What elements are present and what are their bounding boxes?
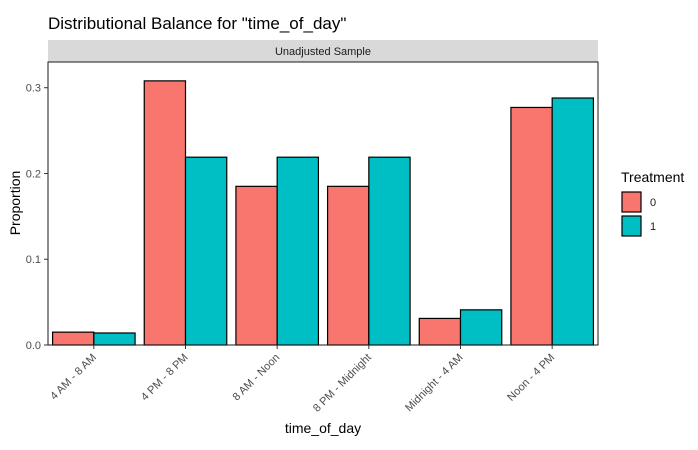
chart-title: Distributional Balance for "time_of_day" — [48, 14, 346, 33]
y-tick-label: 0.2 — [26, 168, 41, 180]
bar-series-0-1 — [51, 331, 95, 346]
legend-key-1 — [621, 215, 642, 237]
bar-series-1-1 — [93, 332, 136, 346]
bar-series-1-4 — [368, 156, 411, 346]
x-tick-label: 8 AM - Noon — [231, 352, 283, 404]
y-axis-title: Proportion — [7, 171, 23, 236]
x-axis: 4 AM - 8 AM 4 PM - 8 PM 8 AM - Noon 8 PM - … — [48, 345, 557, 415]
bars — [51, 80, 595, 346]
y-tick-label: 0.3 — [26, 83, 41, 95]
bar-series-1-2 — [184, 156, 228, 346]
bar-series-0-2 — [143, 80, 187, 346]
bar-series-1-5 — [459, 309, 503, 346]
x-axis-title: time_of_day — [285, 420, 361, 436]
bar-series-0-5 — [418, 317, 462, 346]
y-axis: 0.0 0.1 0.2 0.3 — [26, 83, 48, 352]
plot-panel-border — [47, 61, 599, 346]
legend: Treatment 0 1 — [621, 169, 684, 237]
x-tick-label: Midnight - 4 AM — [403, 352, 466, 415]
x-tick-label: 4 AM - 8 AM — [48, 352, 99, 403]
x-tick-label: 4 PM - 8 PM — [139, 352, 191, 404]
bar-series-0-6 — [510, 106, 553, 346]
legend-key-0 — [621, 191, 642, 213]
facet-strip — [48, 40, 598, 62]
x-tick-label: 8 PM - Midnight — [311, 352, 374, 415]
legend-title: Treatment — [621, 169, 684, 185]
x-tick-label: Noon - 4 PM — [505, 352, 557, 404]
y-tick-label: 0.1 — [26, 254, 41, 266]
y-tick-label: 0.0 — [26, 340, 41, 352]
bar-series-0-3 — [235, 185, 278, 346]
facet-label: Unadjusted Sample — [275, 46, 371, 58]
bar-series-1-6 — [551, 97, 595, 346]
legend-label-1: 1 — [650, 221, 656, 233]
legend-label-0: 0 — [650, 197, 656, 209]
bar-series-0-4 — [326, 185, 370, 346]
bar-series-1-3 — [276, 156, 320, 346]
